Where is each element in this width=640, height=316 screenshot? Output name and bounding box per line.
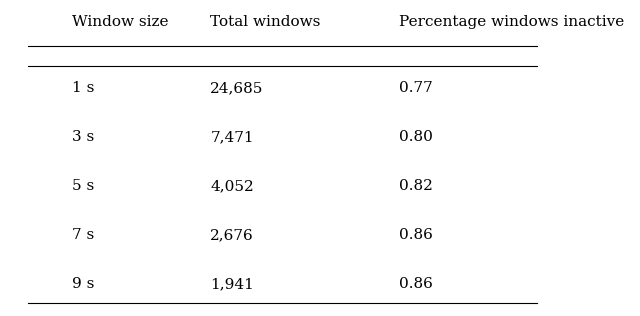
Text: 0.86: 0.86: [399, 228, 433, 242]
Text: Total windows: Total windows: [211, 15, 321, 29]
Text: 7 s: 7 s: [72, 228, 94, 242]
Text: 2,676: 2,676: [211, 228, 254, 242]
Text: 3 s: 3 s: [72, 131, 94, 144]
Text: Percentage windows inactive: Percentage windows inactive: [399, 15, 624, 29]
Text: 0.82: 0.82: [399, 179, 433, 193]
Text: 4,052: 4,052: [211, 179, 254, 193]
Text: 5 s: 5 s: [72, 179, 94, 193]
Text: 0.86: 0.86: [399, 277, 433, 291]
Text: 0.77: 0.77: [399, 82, 433, 95]
Text: Window size: Window size: [72, 15, 168, 29]
Text: 24,685: 24,685: [211, 82, 264, 95]
Text: 7,471: 7,471: [211, 131, 254, 144]
Text: 1 s: 1 s: [72, 82, 94, 95]
Text: 0.80: 0.80: [399, 131, 433, 144]
Text: 9 s: 9 s: [72, 277, 94, 291]
Text: 1,941: 1,941: [211, 277, 254, 291]
